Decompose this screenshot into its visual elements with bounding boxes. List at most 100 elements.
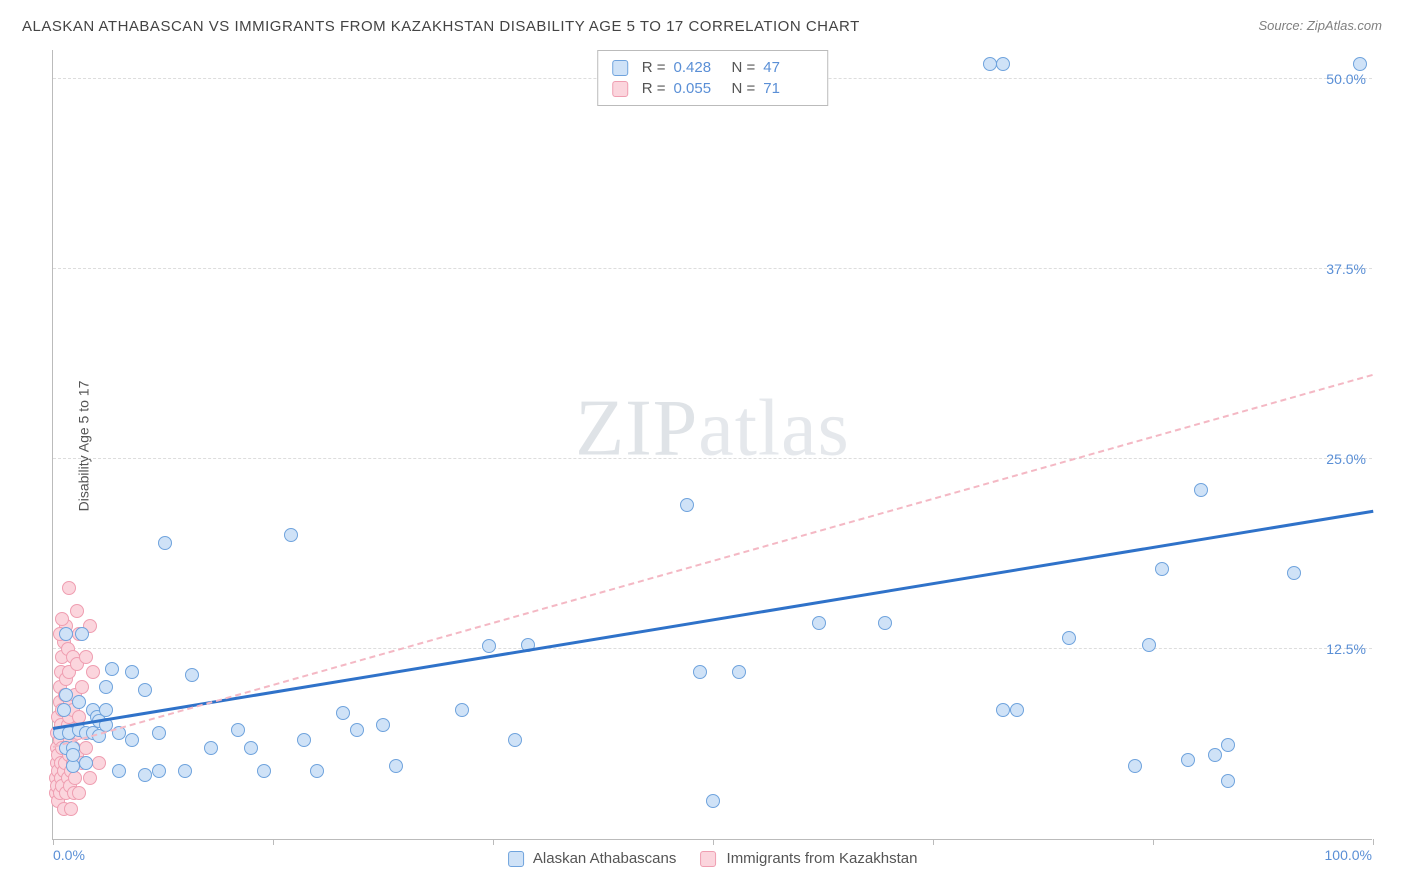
data-point-alaskan bbox=[996, 57, 1010, 71]
data-point-alaskan bbox=[455, 703, 469, 717]
r-label: R = bbox=[642, 80, 666, 97]
data-point-alaskan bbox=[204, 741, 218, 755]
data-point-alaskan bbox=[1010, 703, 1024, 717]
data-point-alaskan bbox=[508, 733, 522, 747]
data-point-alaskan bbox=[1142, 638, 1156, 652]
data-point-alaskan bbox=[996, 703, 1010, 717]
data-point-alaskan bbox=[1062, 631, 1076, 645]
data-point-alaskan bbox=[706, 794, 720, 808]
data-point-alaskan bbox=[310, 764, 324, 778]
swatch-alaskan-icon bbox=[508, 851, 524, 867]
data-point-alaskan bbox=[244, 741, 258, 755]
data-point-alaskan bbox=[1208, 748, 1222, 762]
n-value-kazakhstan: 71 bbox=[763, 80, 813, 97]
data-point-alaskan bbox=[1287, 566, 1301, 580]
correlation-legend: R = 0.428 N = 47 R = 0.055 N = 71 bbox=[597, 50, 829, 106]
data-point-alaskan bbox=[693, 665, 707, 679]
x-tick bbox=[273, 839, 274, 845]
n-label: N = bbox=[732, 80, 756, 97]
swatch-kazakhstan-icon bbox=[700, 851, 716, 867]
data-point-alaskan bbox=[152, 726, 166, 740]
data-point-alaskan bbox=[376, 718, 390, 732]
data-point-alaskan bbox=[878, 616, 892, 630]
data-point-alaskan bbox=[178, 764, 192, 778]
x-tick bbox=[933, 839, 934, 845]
data-point-alaskan bbox=[57, 703, 71, 717]
chart-title: ALASKAN ATHABASCAN VS IMMIGRANTS FROM KA… bbox=[22, 18, 860, 35]
y-tick-label: 37.5% bbox=[1318, 261, 1366, 277]
plot-area: ZIPatlas R = 0.428 N = 47 R = 0.055 N = … bbox=[52, 50, 1372, 840]
legend-label-kazakhstan: Immigrants from Kazakhstan bbox=[727, 850, 918, 867]
n-value-alaskan: 47 bbox=[763, 59, 813, 76]
data-point-kazakhstan bbox=[92, 756, 106, 770]
data-point-alaskan bbox=[66, 748, 80, 762]
data-point-alaskan bbox=[732, 665, 746, 679]
data-point-alaskan bbox=[1221, 774, 1235, 788]
data-point-alaskan bbox=[1221, 738, 1235, 752]
data-point-alaskan bbox=[112, 764, 126, 778]
y-tick-label: 25.0% bbox=[1318, 451, 1366, 467]
legend-item-alaskan: Alaskan Athabascans bbox=[508, 850, 677, 867]
data-point-alaskan bbox=[1128, 759, 1142, 773]
data-point-alaskan bbox=[1353, 57, 1367, 71]
data-point-kazakhstan bbox=[75, 680, 89, 694]
data-point-alaskan bbox=[125, 733, 139, 747]
data-point-kazakhstan bbox=[64, 802, 78, 816]
data-point-kazakhstan bbox=[83, 771, 97, 785]
data-point-kazakhstan bbox=[79, 650, 93, 664]
data-point-alaskan bbox=[75, 627, 89, 641]
y-tick-label: 12.5% bbox=[1318, 641, 1366, 657]
data-point-alaskan bbox=[257, 764, 271, 778]
data-point-alaskan bbox=[105, 662, 119, 676]
data-point-alaskan bbox=[389, 759, 403, 773]
source-attribution: Source: ZipAtlas.com bbox=[1258, 18, 1382, 33]
data-point-kazakhstan bbox=[55, 612, 69, 626]
data-point-alaskan bbox=[1181, 753, 1195, 767]
r-value-kazakhstan: 0.055 bbox=[674, 80, 724, 97]
correlation-row-alaskan: R = 0.428 N = 47 bbox=[612, 57, 814, 78]
data-point-alaskan bbox=[1194, 483, 1208, 497]
data-point-kazakhstan bbox=[72, 786, 86, 800]
data-point-alaskan bbox=[158, 536, 172, 550]
data-point-alaskan bbox=[297, 733, 311, 747]
x-tick bbox=[1153, 839, 1154, 845]
data-point-alaskan bbox=[79, 756, 93, 770]
data-point-alaskan bbox=[336, 706, 350, 720]
swatch-kazakhstan-icon bbox=[612, 81, 628, 97]
data-point-alaskan bbox=[185, 668, 199, 682]
data-point-alaskan bbox=[138, 768, 152, 782]
data-point-kazakhstan bbox=[70, 604, 84, 618]
x-tick bbox=[53, 839, 54, 845]
data-point-alaskan bbox=[152, 764, 166, 778]
data-point-alaskan bbox=[284, 528, 298, 542]
data-point-alaskan bbox=[99, 680, 113, 694]
data-point-alaskan bbox=[125, 665, 139, 679]
data-point-alaskan bbox=[138, 683, 152, 697]
x-tick bbox=[1373, 839, 1374, 845]
x-tick bbox=[713, 839, 714, 845]
data-point-alaskan bbox=[59, 627, 73, 641]
x-tick-label: 100.0% bbox=[1325, 847, 1372, 863]
data-point-alaskan bbox=[680, 498, 694, 512]
gridline bbox=[53, 268, 1372, 269]
swatch-alaskan-icon bbox=[612, 60, 628, 76]
data-point-kazakhstan bbox=[79, 741, 93, 755]
r-value-alaskan: 0.428 bbox=[674, 59, 724, 76]
data-point-kazakhstan bbox=[68, 771, 82, 785]
y-tick-label: 50.0% bbox=[1318, 71, 1366, 87]
source-label: Source: bbox=[1258, 18, 1306, 33]
watermark: ZIPatlas bbox=[575, 383, 850, 474]
data-point-alaskan bbox=[1155, 562, 1169, 576]
data-point-alaskan bbox=[482, 639, 496, 653]
x-tick bbox=[493, 839, 494, 845]
gridline bbox=[53, 458, 1372, 459]
x-tick-label: 0.0% bbox=[53, 847, 85, 863]
gridline bbox=[53, 648, 1372, 649]
data-point-alaskan bbox=[99, 703, 113, 717]
data-point-alaskan bbox=[812, 616, 826, 630]
correlation-row-kazakhstan: R = 0.055 N = 71 bbox=[612, 78, 814, 99]
legend-item-kazakhstan: Immigrants from Kazakhstan bbox=[700, 850, 917, 867]
data-point-alaskan bbox=[231, 723, 245, 737]
legend-label-alaskan: Alaskan Athabascans bbox=[533, 850, 676, 867]
series-legend: Alaskan Athabascans Immigrants from Kaza… bbox=[508, 850, 918, 867]
